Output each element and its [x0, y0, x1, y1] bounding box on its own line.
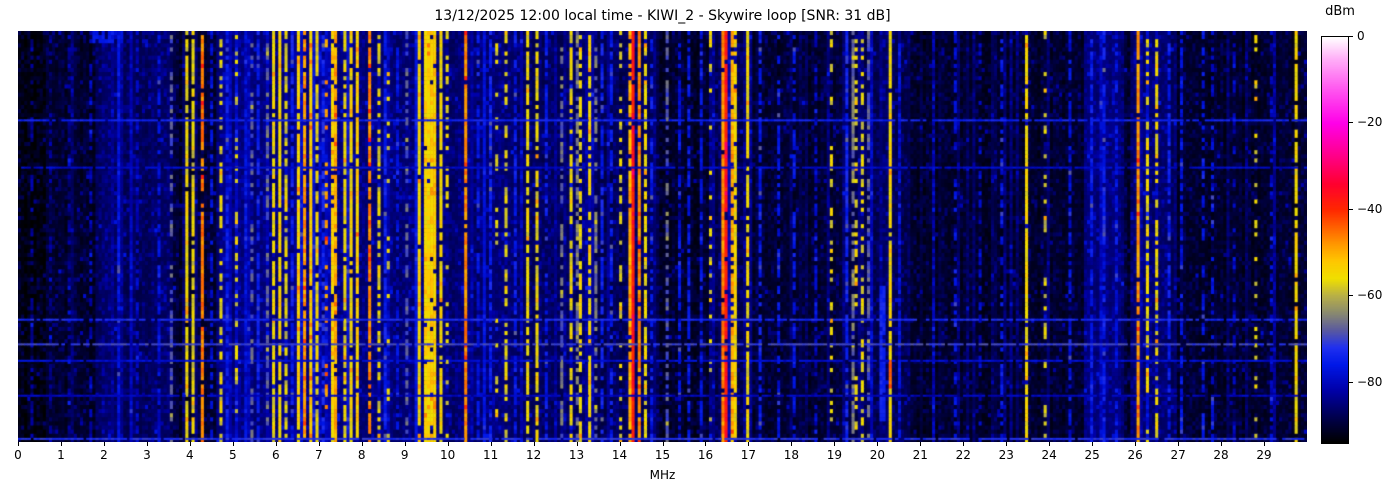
x-tick-mark	[748, 442, 750, 446]
x-tick-mark	[705, 442, 707, 446]
x-tick-label: 12	[525, 448, 542, 462]
x-tick-label: 18	[783, 448, 800, 462]
x-tick-label: 7	[314, 448, 323, 462]
x-tick-mark	[1221, 442, 1223, 446]
x-tick-label: 23	[998, 448, 1014, 462]
x-tick-label: 19	[826, 448, 842, 462]
x-tick-mark	[275, 442, 277, 446]
chart-title: 13/12/2025 12:00 local time - KIWI_2 - S…	[434, 8, 891, 24]
x-tick-label: 14	[611, 448, 628, 462]
x-tick-mark	[1092, 442, 1094, 446]
waterfall-canvas	[18, 31, 1307, 442]
x-axis-label: MHz	[649, 468, 676, 482]
x-tick-mark	[1135, 442, 1137, 446]
x-tick-label: 0	[14, 448, 22, 462]
x-tick-mark	[404, 442, 406, 446]
x-tick-mark	[619, 442, 621, 446]
colorbar-tick-mark	[1349, 295, 1353, 297]
colorbar-tick-label: −40	[1357, 201, 1383, 216]
x-tick-mark	[447, 442, 449, 446]
colorbar-tick-mark	[1349, 381, 1353, 383]
x-tick-label: 16	[697, 448, 714, 462]
colorbar-tick-label: 0	[1357, 29, 1365, 43]
x-tick-mark	[361, 442, 363, 446]
x-tick-mark	[533, 442, 535, 446]
x-tick-mark	[963, 442, 965, 446]
x-tick-mark	[877, 442, 879, 446]
x-tick-mark	[60, 442, 62, 446]
x-tick-mark	[1006, 442, 1008, 446]
x-tick-label: 15	[654, 448, 671, 462]
x-tick-label: 2	[100, 448, 108, 462]
x-tick-mark	[232, 442, 234, 446]
x-tick-mark	[920, 442, 922, 446]
x-tick-label: 11	[482, 448, 499, 462]
x-tick-label: 29	[1256, 448, 1272, 462]
x-tick-label: 4	[186, 448, 194, 462]
x-tick-label: 28	[1213, 448, 1229, 462]
x-tick-mark	[576, 442, 578, 446]
x-tick-label: 10	[440, 448, 456, 462]
x-tick-label: 24	[1041, 448, 1057, 462]
x-tick-label: 22	[955, 448, 971, 462]
x-tick-mark	[318, 442, 320, 446]
x-tick-mark	[1264, 442, 1266, 446]
x-tick-label: 5	[229, 448, 237, 462]
x-tick-label: 9	[400, 448, 409, 462]
x-tick-mark	[146, 442, 148, 446]
x-tick-mark	[791, 442, 793, 446]
x-tick-mark	[490, 442, 492, 446]
colorbar-tick-mark	[1349, 36, 1353, 37]
x-tick-mark	[1049, 442, 1051, 446]
colorbar-tick-mark	[1349, 208, 1353, 210]
colorbar-tick-label: −60	[1357, 288, 1383, 303]
colorbar-canvas	[1321, 36, 1349, 444]
x-tick-mark	[834, 442, 836, 446]
x-tick-label: 3	[143, 448, 151, 462]
colorbar-tick-label: −80	[1357, 374, 1383, 389]
x-tick-label: 27	[1170, 448, 1186, 462]
x-tick-label: 20	[869, 448, 885, 462]
colorbar-tick-label: −20	[1357, 115, 1383, 130]
colorbar-tick-mark	[1349, 122, 1353, 124]
x-tick-label: 25	[1084, 448, 1100, 462]
x-tick-label: 8	[357, 448, 366, 462]
x-tick-mark	[1178, 442, 1180, 446]
colorbar-title: dBm	[1325, 4, 1355, 19]
waterfall-plot	[18, 31, 1307, 442]
x-tick-label: 6	[271, 448, 280, 462]
x-tick-label: 17	[740, 448, 757, 462]
x-tick-label: 1	[57, 448, 65, 462]
x-tick-label: 13	[568, 448, 585, 462]
x-tick-label: 21	[912, 448, 928, 462]
x-tick-mark	[103, 442, 105, 446]
x-tick-mark	[18, 442, 19, 446]
x-tick-label: 26	[1127, 448, 1143, 462]
x-tick-mark	[662, 442, 664, 446]
x-tick-mark	[189, 442, 191, 446]
